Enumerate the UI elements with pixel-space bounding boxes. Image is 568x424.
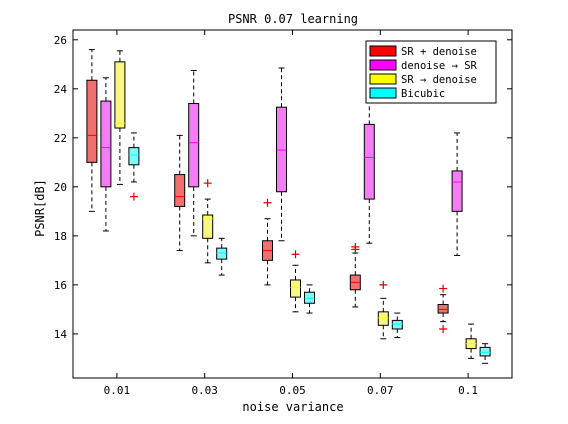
outlier-marker	[439, 284, 448, 293]
legend-label: denoise → SR	[401, 60, 478, 72]
outlier-marker	[203, 179, 212, 188]
box-iqr	[86, 79, 98, 163]
outlier-marker	[291, 250, 300, 259]
chart-title: PSNR 0.07 learning	[228, 12, 358, 26]
box-iqr	[391, 319, 403, 330]
box-4-0.07	[391, 312, 403, 339]
box-3-0.1	[465, 323, 477, 359]
outlier-marker	[379, 280, 388, 289]
box-3-0.03	[202, 179, 214, 264]
box-iqr	[437, 303, 449, 314]
box-1-0.1	[437, 284, 449, 333]
box-4-0.1	[479, 343, 491, 364]
box-iqr	[304, 291, 315, 304]
x-axis-label: noise variance	[242, 400, 343, 414]
x-tick-label: 0.1	[458, 384, 478, 397]
y-axis-label: PSNR[dB]	[33, 179, 47, 237]
legend-label: Bicubic	[401, 88, 445, 100]
y-tick-label: 18	[54, 230, 67, 243]
box-iqr	[174, 174, 186, 207]
y-tick-label: 20	[54, 181, 67, 194]
box-iqr	[363, 123, 375, 200]
y-tick-label: 16	[54, 279, 67, 292]
box-iqr	[377, 311, 389, 326]
box-2-0.05	[276, 67, 287, 242]
x-tick-label: 0.03	[191, 384, 218, 397]
box-iqr	[216, 247, 228, 260]
box-iqr	[114, 61, 126, 129]
box-iqr	[276, 106, 287, 193]
box-iqr	[479, 346, 491, 357]
box-2-0.01	[100, 77, 112, 232]
plot-area: 14 16 18 20 22 24 26 0.01 0.03 0.05 0.07 0.1	[54, 29, 513, 397]
legend-swatch	[369, 45, 397, 57]
x-tick-label: 0.05	[279, 384, 306, 397]
legend-label: SR + denoise	[401, 46, 477, 58]
box-iqr	[202, 214, 214, 239]
y-tick-label: 24	[54, 83, 68, 96]
box-2-0.07	[363, 88, 375, 244]
box-1-0.03	[174, 134, 186, 252]
box-1-0.07	[349, 242, 361, 308]
box-iqr	[128, 147, 140, 166]
legend-label: SR → denoise	[401, 74, 477, 86]
box-4-0.05	[304, 284, 315, 314]
box-iqr	[451, 170, 463, 212]
y-tick-label: 26	[54, 34, 67, 47]
legend-swatch	[369, 73, 397, 85]
box-3-0.07	[377, 280, 389, 340]
box-4-0.03	[216, 237, 228, 276]
box-iqr	[290, 279, 301, 298]
box-2-0.1	[451, 132, 463, 256]
box-iqr	[188, 103, 200, 188]
box-4-0.01	[128, 132, 140, 201]
box-3-0.01	[114, 50, 126, 185]
box-1-0.01	[86, 49, 98, 212]
x-tick-label: 0.07	[367, 384, 394, 397]
box-2-0.03	[188, 69, 200, 237]
box-3-0.05	[290, 250, 301, 313]
y-tick-label: 22	[54, 132, 67, 145]
outlier-marker	[439, 324, 448, 333]
legend: SR + denoise denoise → SR SR → denoise Bicu…	[365, 40, 497, 104]
box-iqr	[100, 100, 112, 188]
y-tick-label: 14	[54, 328, 68, 341]
box-1-0.05	[262, 198, 273, 286]
legend-swatch	[369, 59, 397, 71]
outlier-marker	[351, 242, 360, 251]
outlier-marker	[129, 192, 138, 201]
outlier-marker	[263, 198, 272, 207]
x-tick-label: 0.01	[104, 384, 131, 397]
legend-swatch	[369, 87, 397, 99]
